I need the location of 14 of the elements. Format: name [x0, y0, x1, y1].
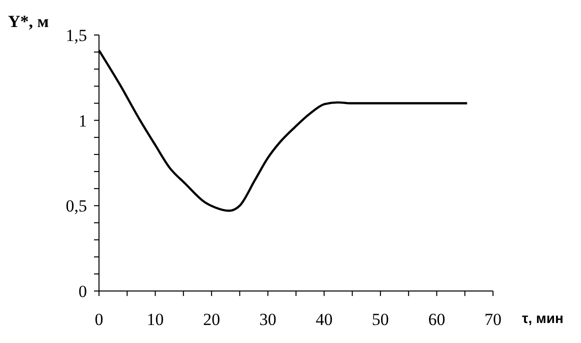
x-tick-label: 50 — [372, 310, 389, 329]
x-tick-label: 70 — [484, 310, 502, 329]
x-axis-title: τ, мин — [522, 310, 564, 326]
x-tick-label: 30 — [259, 310, 276, 329]
x-tick-label: 20 — [203, 310, 220, 329]
x-tick-label: 0 — [94, 310, 104, 329]
x-tick-label: 60 — [428, 310, 446, 329]
y-axis-title: Y*, м — [8, 12, 50, 31]
x-tick-label: 40 — [316, 310, 333, 329]
y-tick-label: 1,5 — [66, 26, 87, 45]
x-tick-label: 10 — [146, 310, 164, 329]
y-tick-label: 0 — [78, 282, 87, 301]
y-tick-label: 1 — [78, 111, 87, 130]
y-tick-label: 0,5 — [66, 196, 87, 216]
